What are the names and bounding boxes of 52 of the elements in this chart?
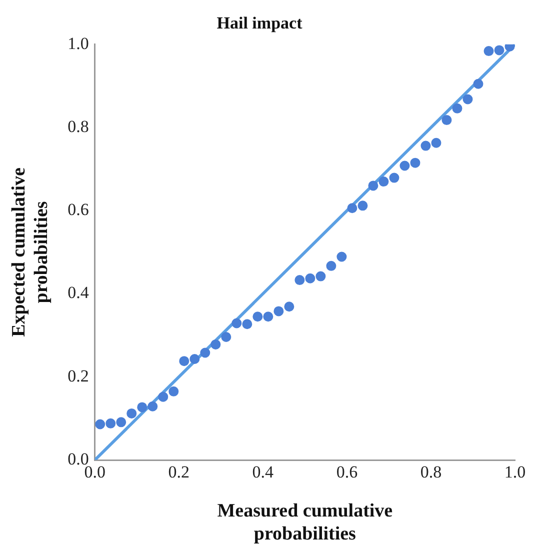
x-tick-label: 0.4 xyxy=(252,462,274,482)
point xyxy=(126,408,137,418)
point xyxy=(484,46,494,56)
point xyxy=(326,260,336,271)
point xyxy=(316,271,326,282)
point xyxy=(400,160,410,171)
point xyxy=(294,275,305,286)
point xyxy=(452,103,462,114)
point xyxy=(358,200,368,211)
point xyxy=(95,419,106,430)
y-tick-label: 1.0 xyxy=(68,34,89,53)
point xyxy=(305,273,316,284)
point xyxy=(137,402,148,412)
point xyxy=(378,176,389,187)
point xyxy=(410,158,420,168)
point xyxy=(252,312,263,322)
y-tick-label: 0.2 xyxy=(68,366,89,386)
point xyxy=(221,332,232,342)
point xyxy=(420,140,431,151)
point xyxy=(190,354,200,364)
point xyxy=(242,319,252,330)
point xyxy=(148,401,158,412)
point xyxy=(179,356,190,366)
point xyxy=(462,94,473,104)
x-axis-title: Measured cumulative probabilities xyxy=(217,500,393,545)
y-axis-title: Expected cumulative probabilities xyxy=(8,167,52,337)
point xyxy=(106,418,116,428)
point xyxy=(442,115,452,126)
x-tick-label: 1.0 xyxy=(504,462,526,482)
point xyxy=(158,392,168,402)
x-tick-label: 0.6 xyxy=(336,462,358,482)
y-tick-label: 0.6 xyxy=(68,200,89,220)
point xyxy=(116,417,126,428)
point xyxy=(347,203,358,214)
point xyxy=(389,172,400,183)
point xyxy=(274,306,284,316)
point xyxy=(284,302,294,312)
point xyxy=(494,45,504,56)
point xyxy=(168,386,179,396)
point xyxy=(263,312,274,322)
x-tick-label: 0.2 xyxy=(168,462,190,482)
point xyxy=(473,78,484,89)
x-tick-label: 0.8 xyxy=(420,462,442,482)
point xyxy=(336,252,347,262)
point xyxy=(210,339,221,350)
point xyxy=(368,180,378,191)
point xyxy=(431,138,442,148)
chart-title: Hail impact xyxy=(216,14,303,33)
y-tick-label: 0.8 xyxy=(68,116,89,136)
point xyxy=(200,348,210,358)
point xyxy=(232,318,242,328)
y-tick-label: 0.4 xyxy=(68,283,90,302)
